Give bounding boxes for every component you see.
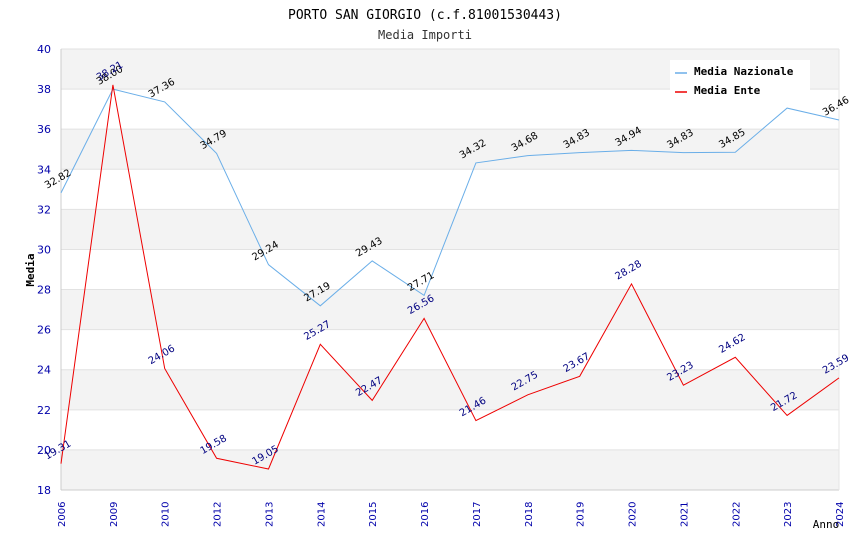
series-line-nazionale xyxy=(60,88,840,307)
data-label-ente: 24.62 xyxy=(717,332,747,356)
y-tick-label: 38 xyxy=(37,83,51,96)
chart-title: PORTO SAN GIORGIO (c.f.81001530443) xyxy=(288,8,562,23)
x-tick-label: 2020 xyxy=(628,502,639,527)
y-tick-label: 28 xyxy=(37,284,51,297)
x-tick-label: 2018 xyxy=(524,502,535,527)
legend-box xyxy=(670,60,810,102)
series-lines xyxy=(60,84,840,470)
data-label-ente: 28.28 xyxy=(614,259,644,283)
legend: Media Nazionale Media Ente xyxy=(670,60,810,102)
x-axis-label: Anno xyxy=(813,518,840,531)
grid-band xyxy=(61,449,839,490)
grid-band xyxy=(61,369,839,410)
y-tick-label: 40 xyxy=(37,43,51,56)
legend-label-nazionale: Media Nazionale xyxy=(694,65,794,78)
y-tick-label: 34 xyxy=(37,163,51,176)
legend-label-ente: Media Ente xyxy=(694,84,761,97)
series-line-ente xyxy=(60,84,840,470)
grid-band xyxy=(61,289,839,330)
y-tick-label: 36 xyxy=(37,123,51,136)
x-tick-label: 2017 xyxy=(472,502,483,527)
y-axis-label: Media xyxy=(24,253,37,286)
y-tick-label: 22 xyxy=(37,404,51,417)
y-tick-label: 26 xyxy=(37,324,51,337)
data-label-nazionale: 36.46 xyxy=(821,95,850,119)
x-tick-label: 2014 xyxy=(316,502,327,527)
x-tick-label: 2012 xyxy=(213,502,224,527)
grid-band xyxy=(61,129,839,170)
x-tick-label: 2010 xyxy=(161,502,172,527)
x-tick-label: 2016 xyxy=(420,502,431,527)
chart-subtitle: Media Importi xyxy=(378,28,472,42)
y-tick-label: 32 xyxy=(37,203,51,216)
y-tick-label: 24 xyxy=(37,364,51,377)
x-tick-label: 2024 xyxy=(835,502,846,527)
x-tick-label: 2013 xyxy=(264,502,275,527)
y-tick-label: 18 xyxy=(37,484,51,497)
x-tick-label: 2019 xyxy=(576,502,587,527)
x-tick-label: 2015 xyxy=(368,502,379,527)
x-tick-label: 2022 xyxy=(731,502,742,527)
y-tick-label: 20 xyxy=(37,444,51,457)
x-tick-label: 2021 xyxy=(679,502,690,527)
y-tick-label: 30 xyxy=(37,243,51,256)
x-tick-label: 2009 xyxy=(109,502,120,527)
x-tick-label: 2006 xyxy=(57,502,68,527)
x-tick-label: 2023 xyxy=(783,502,794,527)
data-label-ente: 24.06 xyxy=(147,343,177,367)
